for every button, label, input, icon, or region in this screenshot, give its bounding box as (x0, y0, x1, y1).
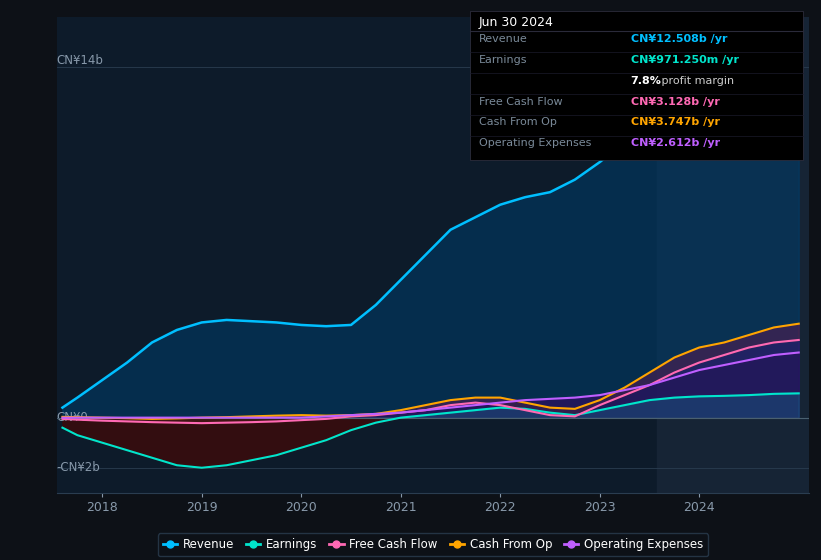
Text: CN¥12.508b /yr: CN¥12.508b /yr (631, 34, 727, 44)
Text: Jun 30 2024: Jun 30 2024 (479, 16, 553, 29)
Text: Revenue: Revenue (479, 34, 527, 44)
Text: CN¥2.612b /yr: CN¥2.612b /yr (631, 138, 720, 148)
Text: -CN¥2b: -CN¥2b (56, 461, 99, 474)
Text: Cash From Op: Cash From Op (479, 118, 557, 128)
Text: 7.8%: 7.8% (631, 76, 662, 86)
Text: Earnings: Earnings (479, 55, 527, 65)
Text: CN¥3.747b /yr: CN¥3.747b /yr (631, 118, 719, 128)
Text: CN¥14b: CN¥14b (56, 54, 103, 67)
Bar (658, 17, 809, 493)
Text: Free Cash Flow: Free Cash Flow (479, 96, 562, 106)
Text: CN¥3.128b /yr: CN¥3.128b /yr (631, 96, 719, 106)
Legend: Revenue, Earnings, Free Cash Flow, Cash From Op, Operating Expenses: Revenue, Earnings, Free Cash Flow, Cash … (158, 534, 708, 556)
Text: profit margin: profit margin (658, 76, 734, 86)
Text: CN¥971.250m /yr: CN¥971.250m /yr (631, 55, 739, 65)
Text: CN¥0: CN¥0 (56, 411, 88, 424)
Text: Operating Expenses: Operating Expenses (479, 138, 591, 148)
